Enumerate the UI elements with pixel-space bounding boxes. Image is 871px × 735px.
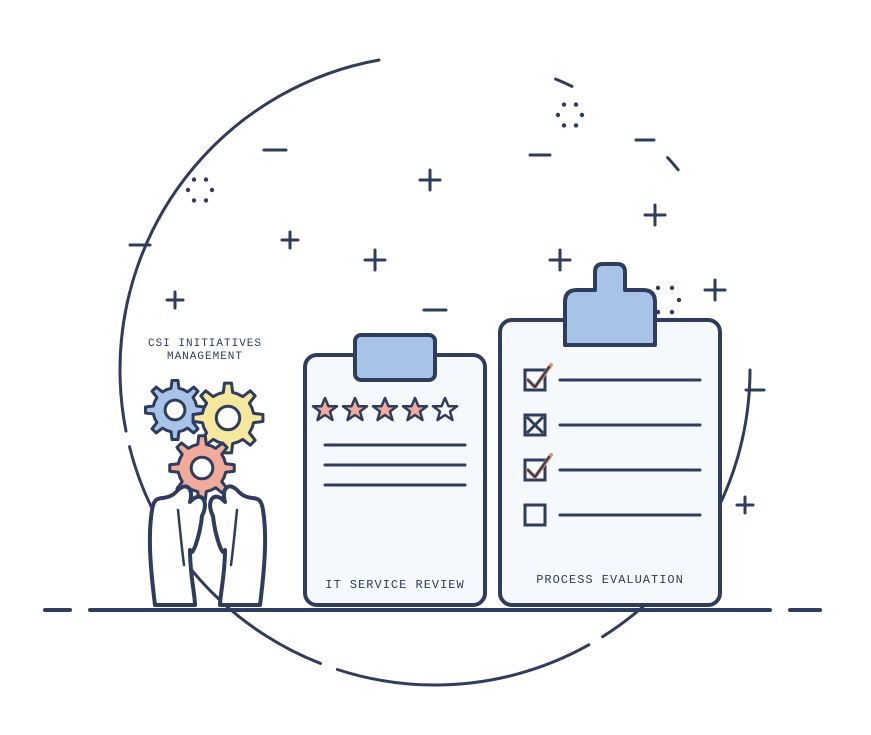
csi-label: CSI INITIATIVESMANAGEMENT [140,338,270,364]
infographic-svg [0,0,871,735]
hands-gears [145,380,265,605]
clipboard-service-review [305,335,485,605]
process-eval-label: PROCESS EVALUATION [515,573,705,587]
service-review-label: IT SERVICE REVIEW [310,578,480,592]
clipboard-process-eval [500,264,720,605]
